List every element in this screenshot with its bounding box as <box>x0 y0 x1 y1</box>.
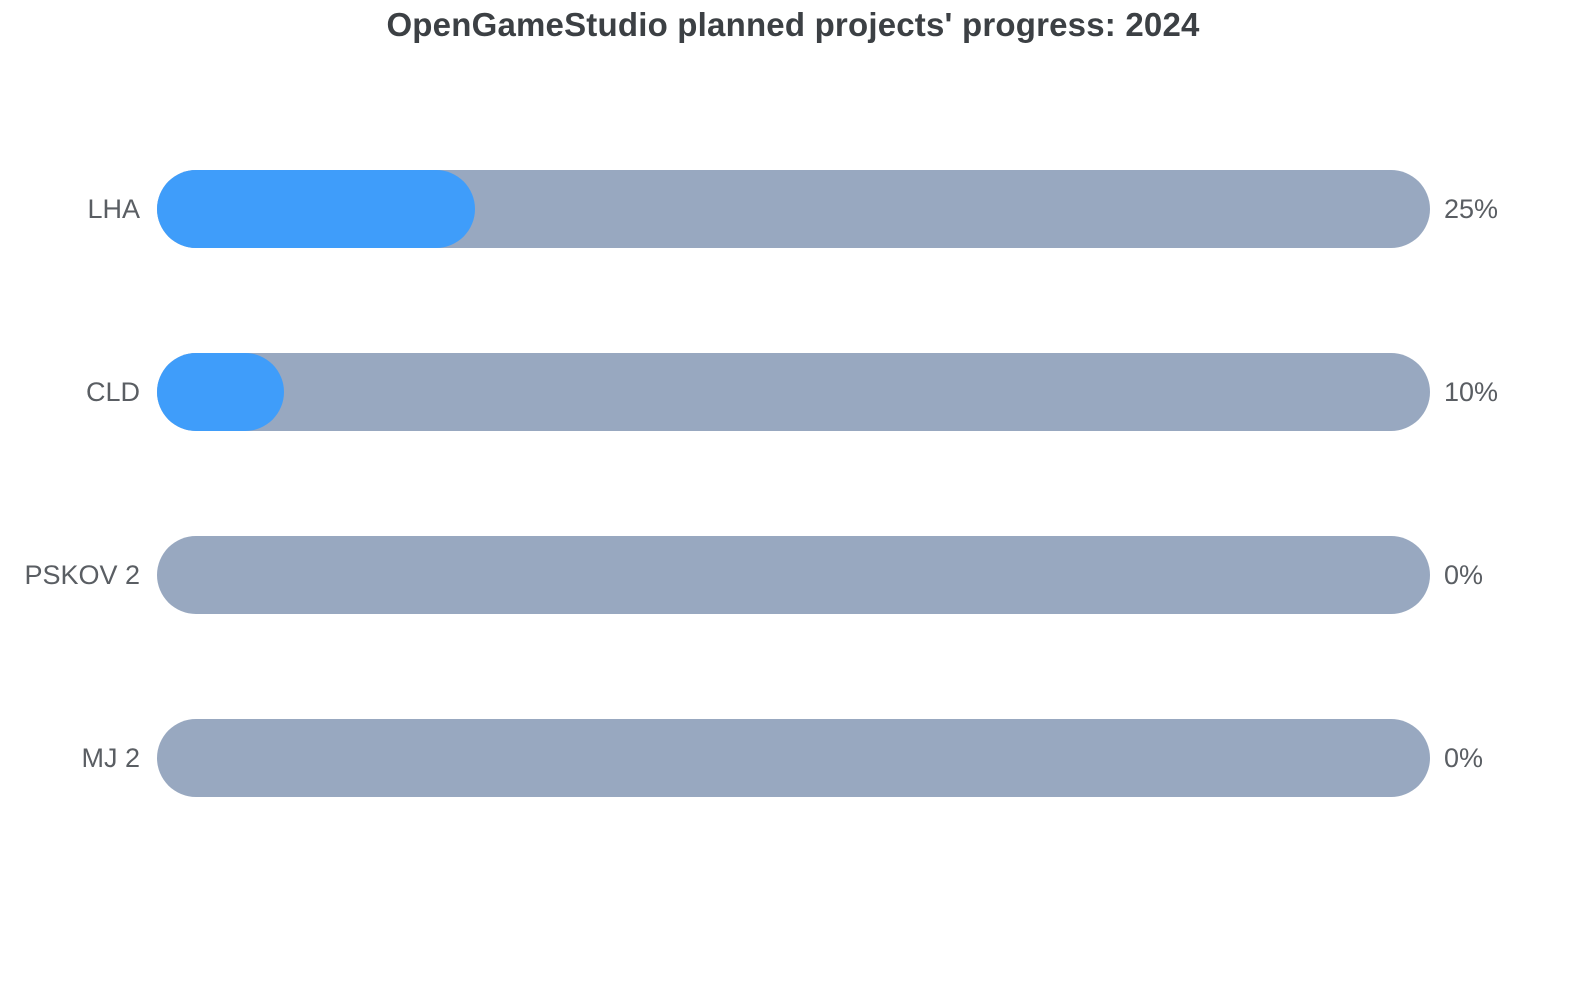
progress-fill-cld <box>157 353 285 431</box>
category-label-pskov-2: PSKOV 2 <box>24 559 140 590</box>
value-label-cld: 10% <box>1444 376 1499 407</box>
category-label-cld: CLD <box>85 376 140 407</box>
bar-row-cld: CLD 10% <box>0 353 1586 431</box>
progress-track-mj-2 <box>157 719 1430 797</box>
value-label-mj-2: 0% <box>1444 742 1484 773</box>
bar-row-pskov-2: PSKOV 2 0% <box>0 536 1586 614</box>
progress-track-pskov-2 <box>157 536 1430 614</box>
category-label-lha: LHA <box>87 193 140 224</box>
bar-row-lha: LHA 25% <box>0 170 1586 248</box>
value-label-pskov-2: 0% <box>1444 559 1484 590</box>
category-label-mj-2: MJ 2 <box>81 742 140 773</box>
chart-title: OpenGameStudio planned projects' progres… <box>386 6 1200 43</box>
bar-row-mj-2: MJ 2 0% <box>0 719 1586 797</box>
progress-track-lha <box>157 170 1430 248</box>
chart-area: LHA 25% CLD 10% PSKOV 2 0% MJ 2 0% <box>0 170 1586 902</box>
progress-fill-lha <box>157 170 476 248</box>
value-label-lha: 25% <box>1444 193 1499 224</box>
progress-track-cld <box>157 353 1430 431</box>
